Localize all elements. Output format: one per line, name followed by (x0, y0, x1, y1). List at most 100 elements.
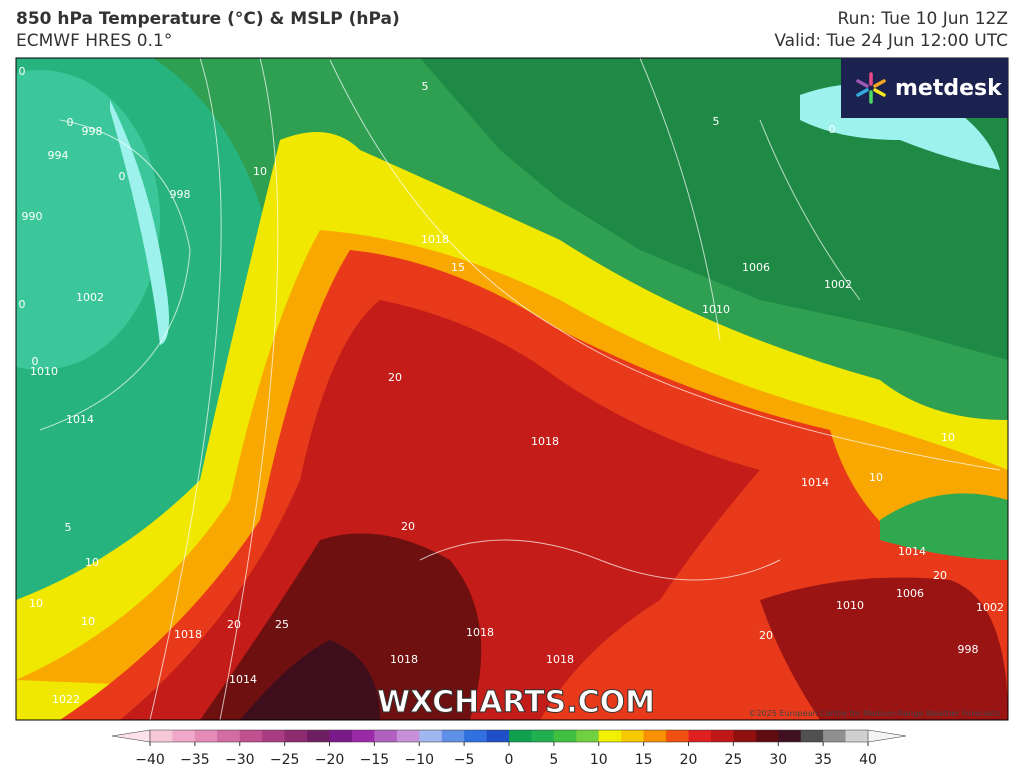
colorbar-tick-label: 30 (769, 752, 787, 768)
colorbar-swatch (710, 730, 734, 742)
map-border (15, 57, 1009, 721)
contour-label: 1018 (531, 435, 559, 448)
contour-label: 1010 (836, 599, 864, 612)
colorbar-swatch (150, 730, 173, 742)
colorbar-tick-label: 25 (724, 752, 742, 768)
colorbar-swatch (172, 730, 196, 742)
colorbar-swatch (509, 730, 532, 742)
colorbar-tick-label: 5 (549, 752, 558, 768)
contour-label: 10 (29, 597, 43, 610)
field (240, 640, 380, 720)
colorbar-swatch (217, 730, 241, 742)
colorbar-tick-label: −30 (225, 752, 255, 768)
contour-label: 994 (48, 149, 69, 162)
contour-label: 5 (65, 521, 72, 534)
colorbar-swatch (396, 730, 420, 742)
colorbar-tick-label: 35 (814, 752, 832, 768)
colorbar-tick-label: −25 (270, 752, 300, 768)
contour-label: 25 (275, 618, 289, 631)
contour-label: 20 (227, 618, 241, 631)
logo: metdesk (841, 58, 1008, 118)
colorbar-swatch (733, 730, 757, 742)
watermark: WXCHARTS.COM (377, 685, 655, 720)
contour-label: 10 (81, 615, 95, 628)
colorbar-tick-label: −10 (404, 752, 434, 768)
colorbar: −40 −35 −30 −25 −20 −15 −10 −5 0 5 10 15 20 25 30 35 40 (111, 729, 907, 768)
run: Run: Tue 10 Jun 12Z (838, 9, 1008, 29)
isobar (329, 59, 1001, 471)
field (110, 100, 169, 345)
contour-label: 20 (759, 629, 773, 642)
contour-label: 5 (422, 80, 429, 93)
colorbar-swatch (351, 730, 375, 742)
contour-label: 1014 (898, 545, 926, 558)
contour-label: 5 (713, 115, 720, 128)
colorbar-swatch (284, 730, 308, 742)
colorbar-tick-label: 0 (505, 752, 514, 768)
colorbar-swatch (194, 730, 218, 742)
colorbar-swatch (621, 730, 645, 742)
valid: Valid: Tue 24 Jun 12:00 UTC (774, 31, 1008, 51)
colorbar-tick-label: 40 (859, 752, 877, 768)
colorbar-swatch (419, 730, 443, 742)
contour-label: 1002 (824, 278, 852, 291)
contour-label: 1010 (30, 365, 58, 378)
colorbar-swatch (329, 730, 353, 742)
logo-box (841, 58, 1008, 118)
colorbar-end-low (111, 729, 151, 743)
map: 0509989940998990100200101010141018151010… (16, 58, 1008, 720)
contour-label: 1018 (174, 628, 202, 641)
contour-label: 1006 (896, 587, 924, 600)
contour-label: 1018 (466, 626, 494, 639)
colorbar-swatch (464, 730, 488, 742)
colorbar-tick-label: 10 (590, 752, 608, 768)
contour-label: 990 (22, 210, 43, 223)
contour-label: 998 (82, 125, 103, 138)
contour-label: 10 (85, 556, 99, 569)
contour-label: 1018 (390, 653, 418, 666)
field (200, 533, 482, 720)
colorbar-swatch (778, 730, 802, 742)
colorbar-swatch (441, 730, 465, 742)
colorbar-swatch (688, 730, 712, 742)
contour-label: 0 (829, 123, 836, 136)
contour-label: 1010 (702, 303, 730, 316)
logo-mark (856, 72, 886, 104)
title: 850 hPa Temperature (°C) & MSLP (hPa) (16, 9, 400, 29)
colorbar-swatch (643, 730, 667, 742)
colorbar-swatch (576, 730, 600, 742)
colorbar-swatch (755, 730, 779, 742)
colorbar-swatch (531, 730, 555, 742)
model: ECMWF HRES 0.1° (16, 31, 172, 51)
contour-label: 20 (933, 569, 947, 582)
colorbar-swatch (666, 730, 689, 742)
contour-label: 0 (19, 298, 26, 311)
contour-label: 0 (32, 355, 39, 368)
contour-label: 998 (170, 188, 191, 201)
contour-label: 998 (958, 643, 979, 656)
contour-label: 1002 (76, 291, 104, 304)
contour-label: 15 (451, 261, 465, 274)
colorbar-swatch (800, 730, 824, 742)
colorbar-tick-label: −5 (454, 752, 475, 768)
colorbar-swatch (486, 730, 510, 742)
colorbar-tick-label: −35 (180, 752, 210, 768)
colorbar-tick-label: −15 (360, 752, 390, 768)
contour-label: 1018 (421, 233, 449, 246)
contour-label: 10 (253, 165, 267, 178)
contour-label: 20 (388, 371, 402, 384)
isobar (149, 58, 222, 720)
colorbar-tick-label: −40 (135, 752, 165, 768)
isobar (759, 119, 861, 301)
colorbar-swatch (307, 730, 330, 742)
isobar (39, 119, 191, 431)
isobar (219, 58, 279, 720)
isobar (639, 58, 721, 341)
contour-label: 1006 (742, 261, 770, 274)
colorbar-swatch (262, 730, 286, 742)
contour-label: 1014 (229, 673, 257, 686)
contour-label: 10 (941, 431, 955, 444)
field (880, 493, 1008, 560)
isobar (419, 539, 781, 581)
